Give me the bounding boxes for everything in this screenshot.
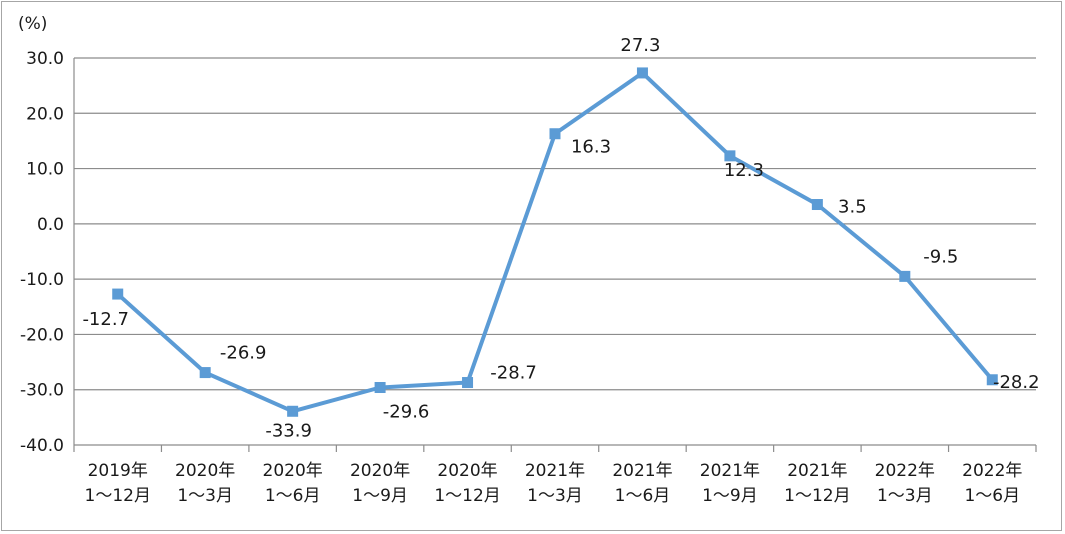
- data-label: -26.9: [220, 343, 267, 364]
- y-tick-label: 20.0: [26, 104, 64, 124]
- y-tick-label: -30.0: [20, 381, 64, 401]
- x-axis: [73, 58, 1037, 452]
- data-label: -9.5: [923, 246, 958, 267]
- data-point-marker: [811, 199, 823, 211]
- data-point-marker: [549, 128, 561, 140]
- x-tick-label-year: 2022年: [875, 461, 935, 481]
- y-tick-label: -40.0: [20, 436, 64, 456]
- data-point-marker: [636, 67, 648, 79]
- x-tick-label-year: 2021年: [525, 461, 585, 481]
- x-tick-label-year: 2019年: [88, 461, 148, 481]
- x-tick-label-period: 1～12月: [434, 486, 500, 506]
- x-tick-label-year: 2020年: [350, 461, 410, 481]
- data-label: -33.9: [265, 420, 312, 441]
- y-axis-unit-label: (%): [18, 14, 47, 34]
- x-tick-label-year: 2022年: [962, 461, 1022, 481]
- x-tick-label-year: 2020年: [175, 461, 235, 481]
- data-label: -28.7: [490, 363, 537, 384]
- data-point-marker: [462, 377, 474, 389]
- x-tick-label-period: 1～12月: [784, 486, 850, 506]
- x-tick-label-period: 1～3月: [177, 486, 233, 506]
- x-tick-label-period: 1～3月: [527, 486, 583, 506]
- data-labels: -12.7 -26.9 -33.9 -29.6 -28.7 16.3 27.3 12.3 3.5…: [82, 35, 1039, 441]
- x-tick-label-period: 1～6月: [615, 486, 671, 506]
- gridlines: [74, 57, 1036, 446]
- data-point-marker: [287, 405, 299, 417]
- data-point-marker: [112, 288, 124, 300]
- data-label: 12.3: [724, 160, 764, 181]
- data-label: 3.5: [838, 197, 867, 218]
- data-label: 16.3: [571, 137, 611, 158]
- x-tick-label-period: 1～9月: [352, 486, 408, 506]
- y-axis-ticks: 30.0 20.0 10.0 0.0 -10.0 -20.0 -30.0 -40.0: [20, 49, 64, 456]
- data-point-marker: [199, 367, 211, 379]
- y-tick-label: 10.0: [26, 160, 64, 180]
- y-tick-label: 0.0: [37, 215, 64, 235]
- data-label: -28.2: [993, 372, 1040, 393]
- x-axis-tick-labels: 2019年 1～12月 2020年 1～3月 2020年 1～6月 2020年 1～9月 202…: [85, 461, 1023, 506]
- y-tick-label: -20.0: [20, 325, 64, 345]
- data-point-marker: [374, 382, 386, 394]
- x-tick-label-year: 2021年: [612, 461, 672, 481]
- data-point-marker: [986, 374, 998, 386]
- x-tick-label-period: 1～12月: [85, 486, 151, 506]
- x-tick-label-year: 2020年: [437, 461, 497, 481]
- data-point-marker: [899, 270, 911, 282]
- x-tick-label-year: 2020年: [263, 461, 323, 481]
- x-tick-label-period: 1～6月: [265, 486, 321, 506]
- y-tick-label: -10.0: [20, 270, 64, 290]
- x-tick-label-year: 2021年: [787, 461, 847, 481]
- x-tick-label-period: 1～9月: [702, 486, 758, 506]
- x-tick-label-year: 2021年: [700, 461, 760, 481]
- x-tick-label-period: 1～3月: [877, 486, 933, 506]
- x-tick-label-period: 1～6月: [964, 486, 1020, 506]
- y-tick-label: 30.0: [26, 49, 64, 69]
- series-points: [112, 67, 998, 417]
- data-point-marker: [724, 150, 736, 162]
- data-label: 27.3: [620, 35, 660, 56]
- data-label: -29.6: [383, 402, 430, 423]
- data-label: -12.7: [82, 309, 129, 330]
